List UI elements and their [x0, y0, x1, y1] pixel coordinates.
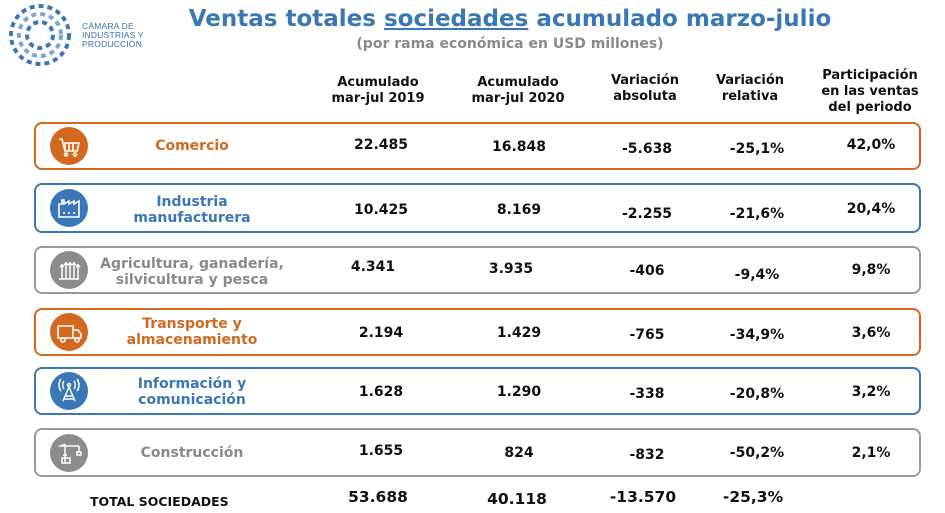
dotted-circle-logo-icon [9, 4, 71, 66]
value-absolute-change: -2.255 [621, 206, 673, 222]
title-pre: Ventas totales [188, 6, 384, 32]
logo-line-3: PRODUCCIÓN [82, 39, 143, 49]
column-header-line: en las ventas [821, 84, 919, 99]
row-label: Transporte y almacenamiento [92, 316, 292, 348]
factory-icon [50, 189, 88, 227]
column-header-line: absoluta [613, 89, 677, 104]
value-2020: 8.169 [496, 202, 542, 218]
antenna-icon [50, 372, 88, 410]
crane-icon [50, 434, 88, 472]
value-share: 3,2% [851, 384, 891, 400]
value-2020: 3.935 [488, 261, 534, 277]
column-header-2020: Acumulado mar-jul 2020 [458, 75, 578, 107]
row-label-line: manufacturera [133, 210, 251, 226]
row-label: Industria manufacturera [92, 194, 292, 226]
column-header-line: Participación [822, 68, 918, 83]
value-share: 20,4% [846, 201, 896, 217]
row-label-line: Información y [137, 376, 247, 392]
value-2019: 2.194 [358, 325, 404, 341]
column-header-line: Variación [610, 73, 680, 88]
value-share: 42,0% [846, 137, 896, 153]
title-underlined: sociedades [383, 6, 529, 32]
page-subtitle: (por rama económica en USD millones) [356, 36, 664, 52]
row-label-line: Transporte y [142, 316, 242, 332]
total-label: TOTAL SOCIEDADES [90, 494, 229, 509]
row-label-line: Comercio [155, 138, 229, 154]
value-2020: 16.848 [491, 139, 547, 155]
value-relative-change: -50,2% [729, 445, 785, 461]
value-2019: 1.655 [358, 443, 404, 459]
value-share: 2,1% [851, 445, 891, 461]
row-label-line: comunicación [138, 392, 246, 408]
total-2020: 40.118 [487, 490, 547, 508]
table-row-comercio: Comercio 22.485 16.848 -5.638 -25,1% 42,… [34, 122, 921, 170]
column-header-line: Acumulado [337, 75, 419, 90]
column-header-line: relativa [721, 89, 779, 104]
table-row-informacion: Información y comunicación 1.628 1.290 -… [34, 367, 921, 415]
value-2020: 1.290 [496, 384, 542, 400]
row-label: Comercio [92, 138, 292, 154]
page-title: Ventas totales sociedades acumulado marz… [160, 6, 860, 32]
value-share: 9,8% [851, 262, 891, 278]
value-relative-change: -21,6% [729, 206, 785, 222]
column-header-relative-change: Variación relativa [690, 73, 810, 105]
value-2019: 22.485 [353, 137, 409, 153]
logo-line-2: INDUSTRIAS Y [82, 30, 144, 40]
column-header-share: Participación en las ventas del periodo [808, 68, 932, 116]
total-2019: 53.688 [348, 488, 408, 506]
logo-text: CÁMARA DE INDUSTRIAS Y PRODUCCIÓN [82, 22, 144, 49]
value-absolute-change: -5.638 [621, 141, 673, 157]
column-header-line: Acumulado [477, 75, 559, 90]
value-2019: 10.425 [353, 202, 409, 218]
row-label-line: Industria [156, 194, 228, 210]
column-header-2019: Acumulado mar-jul 2019 [318, 75, 438, 107]
value-absolute-change: -765 [629, 327, 665, 343]
shopping-cart-icon [50, 127, 88, 165]
value-2019: 4.341 [350, 259, 396, 275]
row-label-line: Construcción [140, 445, 244, 461]
column-header-line: mar-jul 2019 [331, 91, 425, 106]
title-post: acumulado marzo-julio [528, 6, 832, 32]
total-absolute-change: -13.570 [609, 488, 677, 506]
value-absolute-change: -338 [629, 386, 665, 402]
total-relative-change: -25,3% [722, 488, 784, 506]
value-absolute-change: -832 [629, 447, 665, 463]
row-label: Construcción [92, 445, 292, 461]
value-relative-change: -25,1% [729, 141, 785, 157]
truck-icon [50, 313, 88, 351]
column-header-line: Variación [715, 73, 785, 88]
row-label-line: silvicultura y pesca [115, 272, 269, 288]
value-2019: 1.628 [358, 384, 404, 400]
table-row-construccion: Construcción 1.655 824 -832 -50,2% 2,1% [34, 428, 921, 477]
table-row-agricultura: Agricultura, ganadería, silvicultura y p… [34, 246, 921, 294]
column-header-line: del periodo [828, 100, 912, 115]
column-header-line: mar-jul 2020 [471, 91, 565, 106]
value-share: 3,6% [851, 325, 891, 341]
table-row-transporte: Transporte y almacenamiento 2.194 1.429 … [34, 308, 921, 356]
row-label: Agricultura, ganadería, silvicultura y p… [92, 256, 292, 288]
value-2020: 824 [504, 445, 534, 461]
value-relative-change: -34,9% [729, 327, 785, 343]
value-absolute-change: -406 [629, 263, 665, 279]
table-row-industria: Industria manufacturera 10.425 8.169 -2.… [34, 183, 921, 233]
chamber-logo: CÁMARA DE INDUSTRIAS Y PRODUCCIÓN [4, 2, 164, 68]
logo-line-1: CÁMARA DE [82, 21, 134, 31]
column-header-absolute-change: Variación absoluta [585, 73, 705, 105]
wheat-icon [50, 251, 88, 289]
value-relative-change: -9,4% [734, 267, 780, 283]
row-label-line: almacenamiento [126, 332, 258, 348]
value-relative-change: -20,8% [729, 386, 785, 402]
row-label: Información y comunicación [92, 376, 292, 408]
row-label-line: Agricultura, ganadería, [100, 256, 284, 272]
value-2020: 1.429 [496, 325, 542, 341]
